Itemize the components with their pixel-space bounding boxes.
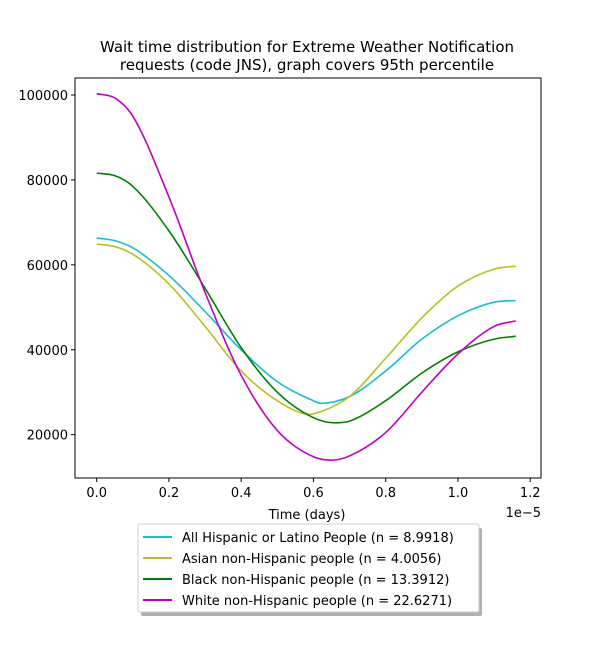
legend-box — [137, 523, 480, 613]
series-line-0 — [96, 237, 516, 405]
chart-title-line-2: requests (code JNS), graph covers 95th p… — [120, 56, 494, 74]
x-tick-label: 0.4 — [231, 486, 252, 501]
x-tick-label: 0.8 — [375, 486, 396, 501]
x-tick-label: 1.2 — [520, 486, 541, 501]
x-tick-label: 1.0 — [448, 486, 469, 501]
legend-items: All Hispanic or Latino People (n = 8.991… — [143, 531, 454, 609]
series-line-3 — [96, 92, 516, 461]
legend-label: All Hispanic or Latino People (n = 8.991… — [182, 531, 454, 546]
x-axis-label: Time (days) — [268, 508, 346, 523]
plot-area-frame — [74, 77, 542, 479]
series-line-1 — [96, 243, 516, 416]
y-tick-label: 20000 — [27, 429, 68, 444]
series-layer — [96, 92, 516, 461]
x-tick-label: 0.6 — [303, 486, 324, 501]
x-axis: 0.0 0.2 0.4 0.6 0.8 1.0 1.2 — [86, 478, 541, 501]
y-tick-label: 60000 — [27, 259, 68, 274]
y-tick-label: 40000 — [27, 344, 68, 359]
legend-label: White non-Hispanic people (n = 22.6271) — [182, 594, 452, 609]
legend-label: Asian non-Hispanic people (n = 4.0056) — [182, 552, 441, 567]
legend: All Hispanic or Latino People (n = 8.991… — [137, 523, 482, 616]
series-line-2 — [96, 172, 516, 424]
chart-title-line-1: Wait time distribution for Extreme Weath… — [100, 38, 514, 56]
y-tick-label: 100000 — [18, 89, 68, 104]
x-tick-label: 0.0 — [86, 486, 107, 501]
x-tick-label: 0.2 — [159, 486, 180, 501]
x-axis-offset-label: 1e−5 — [506, 506, 541, 521]
y-tick-label: 80000 — [27, 174, 68, 189]
y-axis: 20000 40000 60000 80000 100000 — [18, 89, 75, 444]
legend-label: Black non-Hispanic people (n = 13.3912) — [182, 573, 449, 588]
